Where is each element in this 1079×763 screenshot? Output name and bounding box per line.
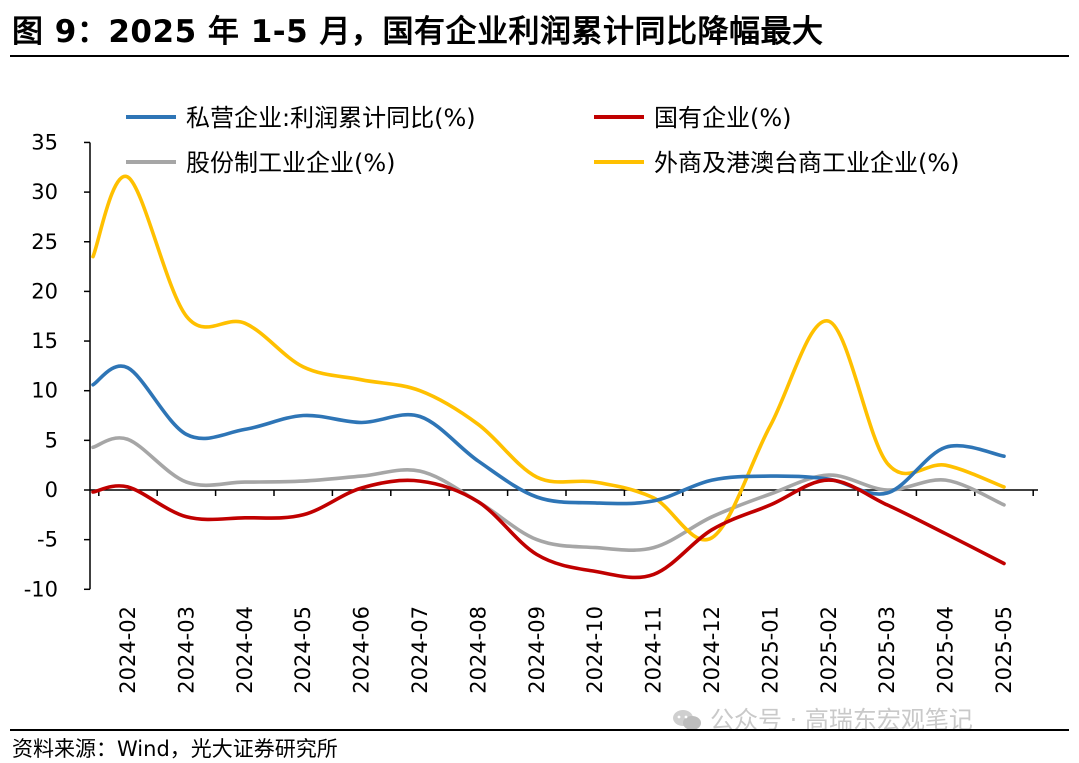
wechat-icon: [673, 710, 701, 730]
legend-label: 股份制工业企业(%): [186, 149, 396, 177]
y-tick-label: 0: [45, 478, 58, 502]
x-tick-label: 2025-03: [875, 606, 899, 694]
y-axis: 35 30 25 20 15 10 5 0 -5 -10: [24, 130, 91, 601]
x-tick-label: 2024-02: [116, 606, 140, 694]
x-tick-label: 2025-05: [992, 606, 1016, 694]
legend-label: 外商及港澳台商工业企业(%): [654, 149, 960, 177]
title-rule: [10, 55, 1069, 57]
x-tick-label: 2024-09: [525, 606, 549, 694]
x-tick-label: 2024-11: [642, 606, 666, 694]
y-tick-label: -10: [24, 577, 58, 601]
series-lines: [91, 174, 1006, 580]
legend: 私营企业:利润累计同比(%) 国有企业(%) 股份制工业企业(%) 外商及港澳台商工业…: [126, 104, 960, 177]
x-tick-label: 2024-04: [233, 606, 257, 694]
series-line: [91, 174, 1006, 542]
x-tick-label: 2024-03: [174, 606, 198, 694]
y-tick-label: 15: [31, 329, 58, 353]
x-tick-label: 2024-12: [700, 606, 724, 694]
y-tick-label: 35: [31, 130, 58, 154]
source-rule: [10, 729, 1069, 731]
series-line: [91, 436, 1006, 552]
legend-label: 私营企业:利润累计同比(%): [186, 104, 476, 132]
series-line: [91, 478, 1006, 580]
x-tick-label: 2024-08: [466, 606, 490, 694]
x-axis: 2024-02 2024-03 2024-04 2024-05 2024-06 2024-…: [90, 489, 1038, 694]
y-tick-label: 10: [31, 379, 58, 403]
y-tick-label: -5: [37, 528, 58, 552]
legend-label: 国有企业(%): [654, 104, 792, 132]
x-tick-label: 2024-05: [291, 606, 315, 694]
chart-title: 图 9：2025 年 1-5 月，国有企业利润累计同比降幅最大: [12, 14, 824, 50]
x-tick-label: 2024-06: [350, 606, 374, 694]
x-tick-label: 2025-01: [758, 606, 782, 694]
x-tick-label: 2025-04: [934, 606, 958, 694]
x-tick-label: 2025-02: [817, 606, 841, 694]
y-tick-label: 20: [31, 279, 58, 303]
x-tick-label: 2024-10: [583, 606, 607, 694]
y-tick-label: 25: [31, 230, 58, 254]
source-note: 资料来源：Wind，光大证券研究所: [12, 737, 338, 761]
y-tick-label: 5: [45, 428, 58, 452]
x-tick-label: 2024-07: [408, 606, 432, 694]
y-tick-label: 30: [31, 180, 58, 204]
